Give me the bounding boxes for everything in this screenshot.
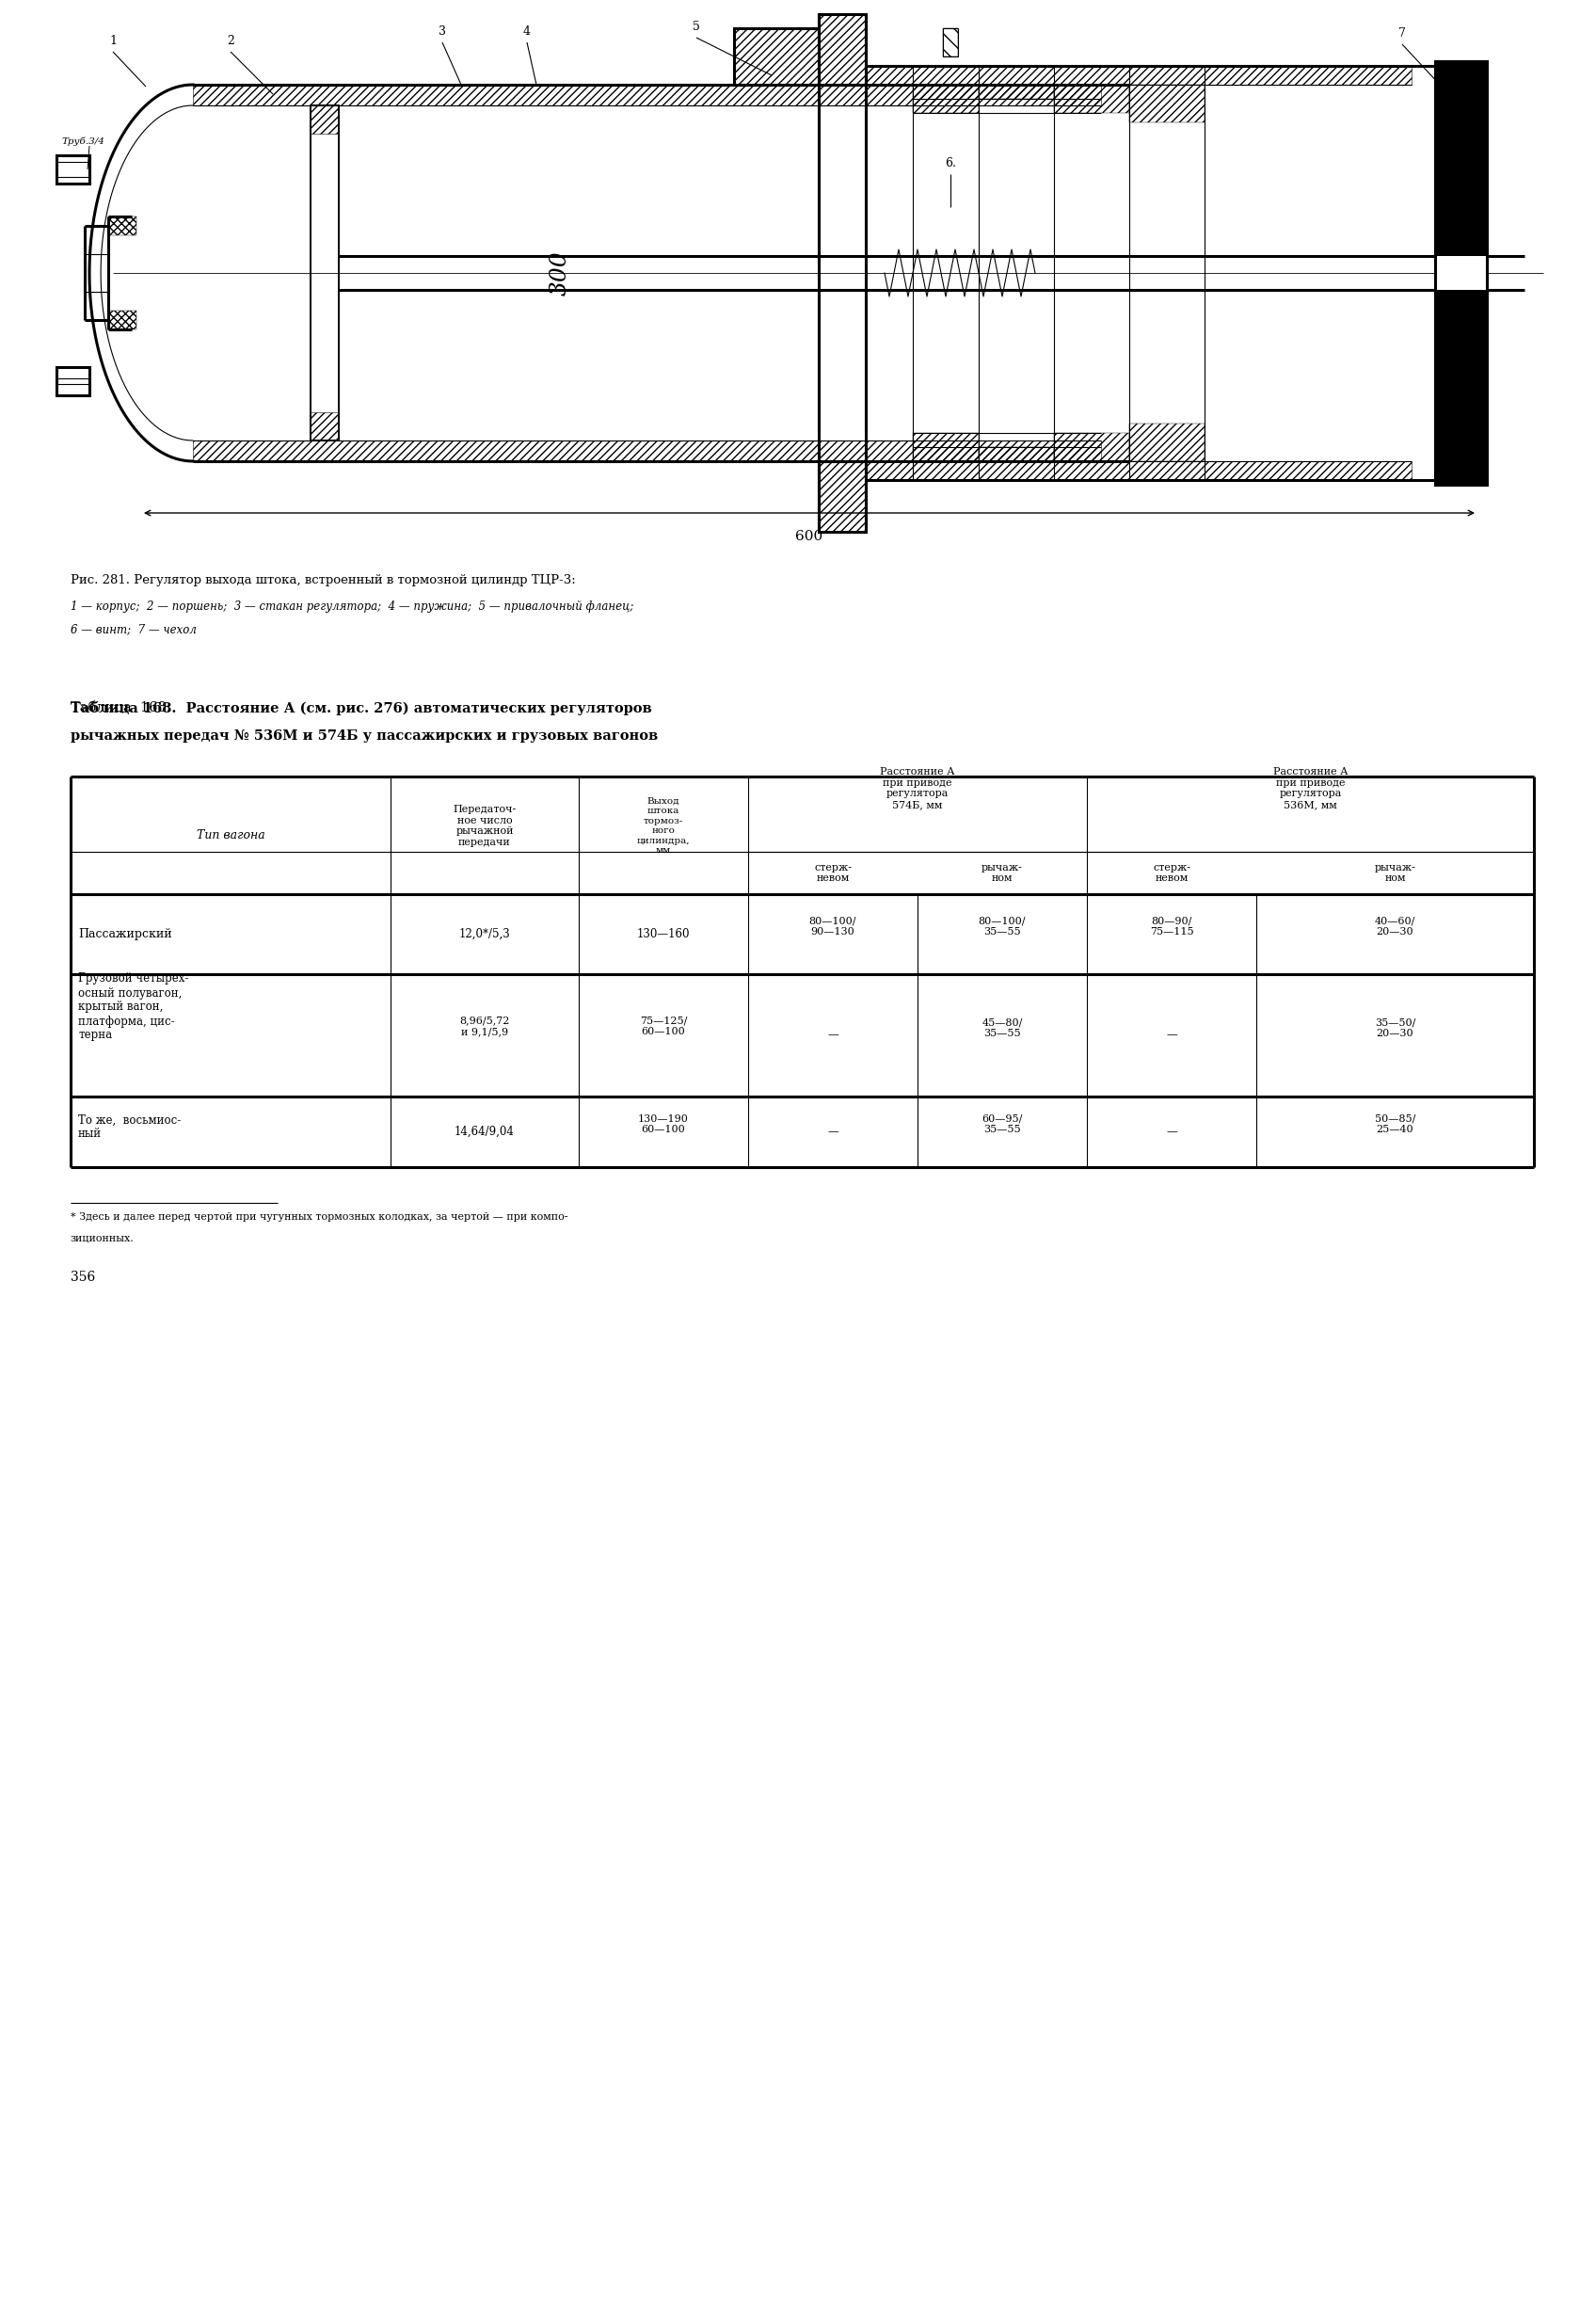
Text: 14,64/9,04: 14,64/9,04	[455, 1126, 514, 1138]
Text: 80—90/
75—115: 80—90/ 75—115	[1149, 917, 1194, 936]
Text: Грузовой четырех-
осный полувагон,
крытый вагон,
платформа, цис-
терна: Грузовой четырех- осный полувагон, крыты…	[78, 973, 188, 1043]
Text: 50—85/
25—40: 50—85/ 25—40	[1374, 1115, 1416, 1135]
Bar	[1130, 84, 1205, 123]
Text: Пассажирский: Пассажирский	[78, 929, 172, 940]
Text: стерж-
невом: стерж- невом	[814, 864, 852, 882]
Bar	[1130, 423, 1205, 462]
Text: Выход
штока
тормоз-
ного
цилиндра,
мм: Выход штока тормоз- ного цилиндра, мм	[637, 796, 689, 854]
Bar	[819, 462, 865, 532]
Text: 80—100/
35—55: 80—100/ 35—55	[978, 917, 1026, 936]
Bar	[943, 28, 958, 56]
Bar	[109, 311, 136, 330]
Text: 6.: 6.	[945, 158, 956, 170]
Bar	[1435, 255, 1487, 290]
Text: 600: 600	[795, 529, 824, 543]
Bar	[1053, 84, 1130, 114]
Text: 5: 5	[693, 21, 701, 33]
Text: рычаж-
ном: рычаж- ном	[1374, 864, 1416, 882]
Text: 7: 7	[1398, 28, 1406, 39]
Bar	[734, 28, 819, 84]
Text: 130—160: 130—160	[637, 929, 689, 940]
Text: 6 — винт;  7 — чехол: 6 — винт; 7 — чехол	[70, 622, 196, 636]
Text: 12,0*/5,3: 12,0*/5,3	[460, 929, 511, 940]
Bar	[819, 14, 865, 84]
Text: 130—190
60—100: 130—190 60—100	[638, 1115, 689, 1135]
Bar	[109, 216, 136, 235]
Text: —: —	[827, 1029, 838, 1043]
Text: 1 — корпус;  2 — поршень;  3 — стакан регулятора;  4 — пружина;  5 — привалочный: 1 — корпус; 2 — поршень; 3 — стакан регу…	[70, 601, 634, 613]
Bar	[865, 462, 1411, 481]
Text: Расстояние А
при приводе
регулятора
574Б, мм: Расстояние А при приводе регулятора 574Б…	[879, 766, 954, 810]
Text: 2: 2	[227, 35, 235, 46]
Text: зиционных.: зиционных.	[70, 1233, 134, 1242]
Bar	[734, 28, 819, 84]
Bar	[819, 462, 865, 532]
Bar	[978, 448, 1053, 462]
Bar	[193, 441, 1101, 462]
Bar	[943, 28, 958, 56]
Text: —: —	[827, 1126, 838, 1138]
Bar	[819, 14, 865, 84]
Bar	[1435, 60, 1487, 485]
Text: Передаточ-
ное число
рычажной
передачи: Передаточ- ное число рычажной передачи	[453, 806, 516, 848]
Text: Расстояние А
при приводе
регулятора
536М, мм: Расстояние А при приводе регулятора 536М…	[1274, 766, 1347, 810]
Text: 60—95/
35—55: 60—95/ 35—55	[982, 1115, 1023, 1135]
Text: Таблица 168.  Расстояние А (см. рис. 276) автоматических регуляторов: Таблица 168. Расстояние А (см. рис. 276)…	[70, 701, 651, 715]
Text: * Здесь и далее перед чертой при чугунных тормозных колодках, за чертой — при ко: * Здесь и далее перед чертой при чугунны…	[70, 1212, 568, 1221]
Bar	[913, 84, 978, 114]
Bar	[56, 367, 89, 395]
Text: стерж-
невом: стерж- невом	[1152, 864, 1191, 882]
Text: 80—100/
90—130: 80—100/ 90—130	[809, 917, 857, 936]
Text: —: —	[1167, 1029, 1178, 1043]
Bar	[311, 413, 338, 441]
Text: 1: 1	[109, 35, 117, 46]
Text: 300: 300	[549, 251, 571, 295]
Text: То же,  восьмиос-
ный: То же, восьмиос- ный	[78, 1115, 180, 1140]
Bar	[978, 84, 1053, 100]
Bar	[193, 84, 1101, 104]
Text: Труб.3/4: Труб.3/4	[61, 137, 104, 146]
Text: 45—80/
35—55: 45—80/ 35—55	[982, 1017, 1023, 1038]
Bar	[311, 104, 338, 441]
Text: 356: 356	[70, 1270, 96, 1284]
Text: 3: 3	[439, 26, 445, 37]
Text: 4: 4	[523, 26, 531, 37]
Text: Рис. 281. Регулятор выхода штока, встроенный в тормозной цилиндр ТЦР-3:: Рис. 281. Регулятор выхода штока, встрое…	[70, 574, 576, 587]
Text: —: —	[1167, 1126, 1178, 1138]
Text: 35—50/
20—30: 35—50/ 20—30	[1374, 1017, 1416, 1038]
Bar	[1053, 432, 1130, 462]
Bar	[1435, 60, 1487, 485]
Text: Тип вагона: Тип вагона	[196, 829, 265, 841]
Bar	[913, 432, 978, 462]
Text: рычажных передач № 536М и 574Б у пассажирских и грузовых вагонов: рычажных передач № 536М и 574Б у пассажи…	[70, 729, 658, 743]
Text: 8,96/5,72
и 9,1/5,9: 8,96/5,72 и 9,1/5,9	[460, 1015, 509, 1036]
Text: 40—60/
20—30: 40—60/ 20—30	[1374, 917, 1416, 936]
Bar	[865, 65, 1411, 84]
Text: Таблица  168.: Таблица 168.	[70, 701, 179, 715]
Text: рычаж-
ном: рычаж- ном	[982, 864, 1023, 882]
Bar	[311, 104, 338, 135]
Bar	[56, 156, 89, 183]
Text: 75—125/
60—100: 75—125/ 60—100	[640, 1015, 688, 1036]
